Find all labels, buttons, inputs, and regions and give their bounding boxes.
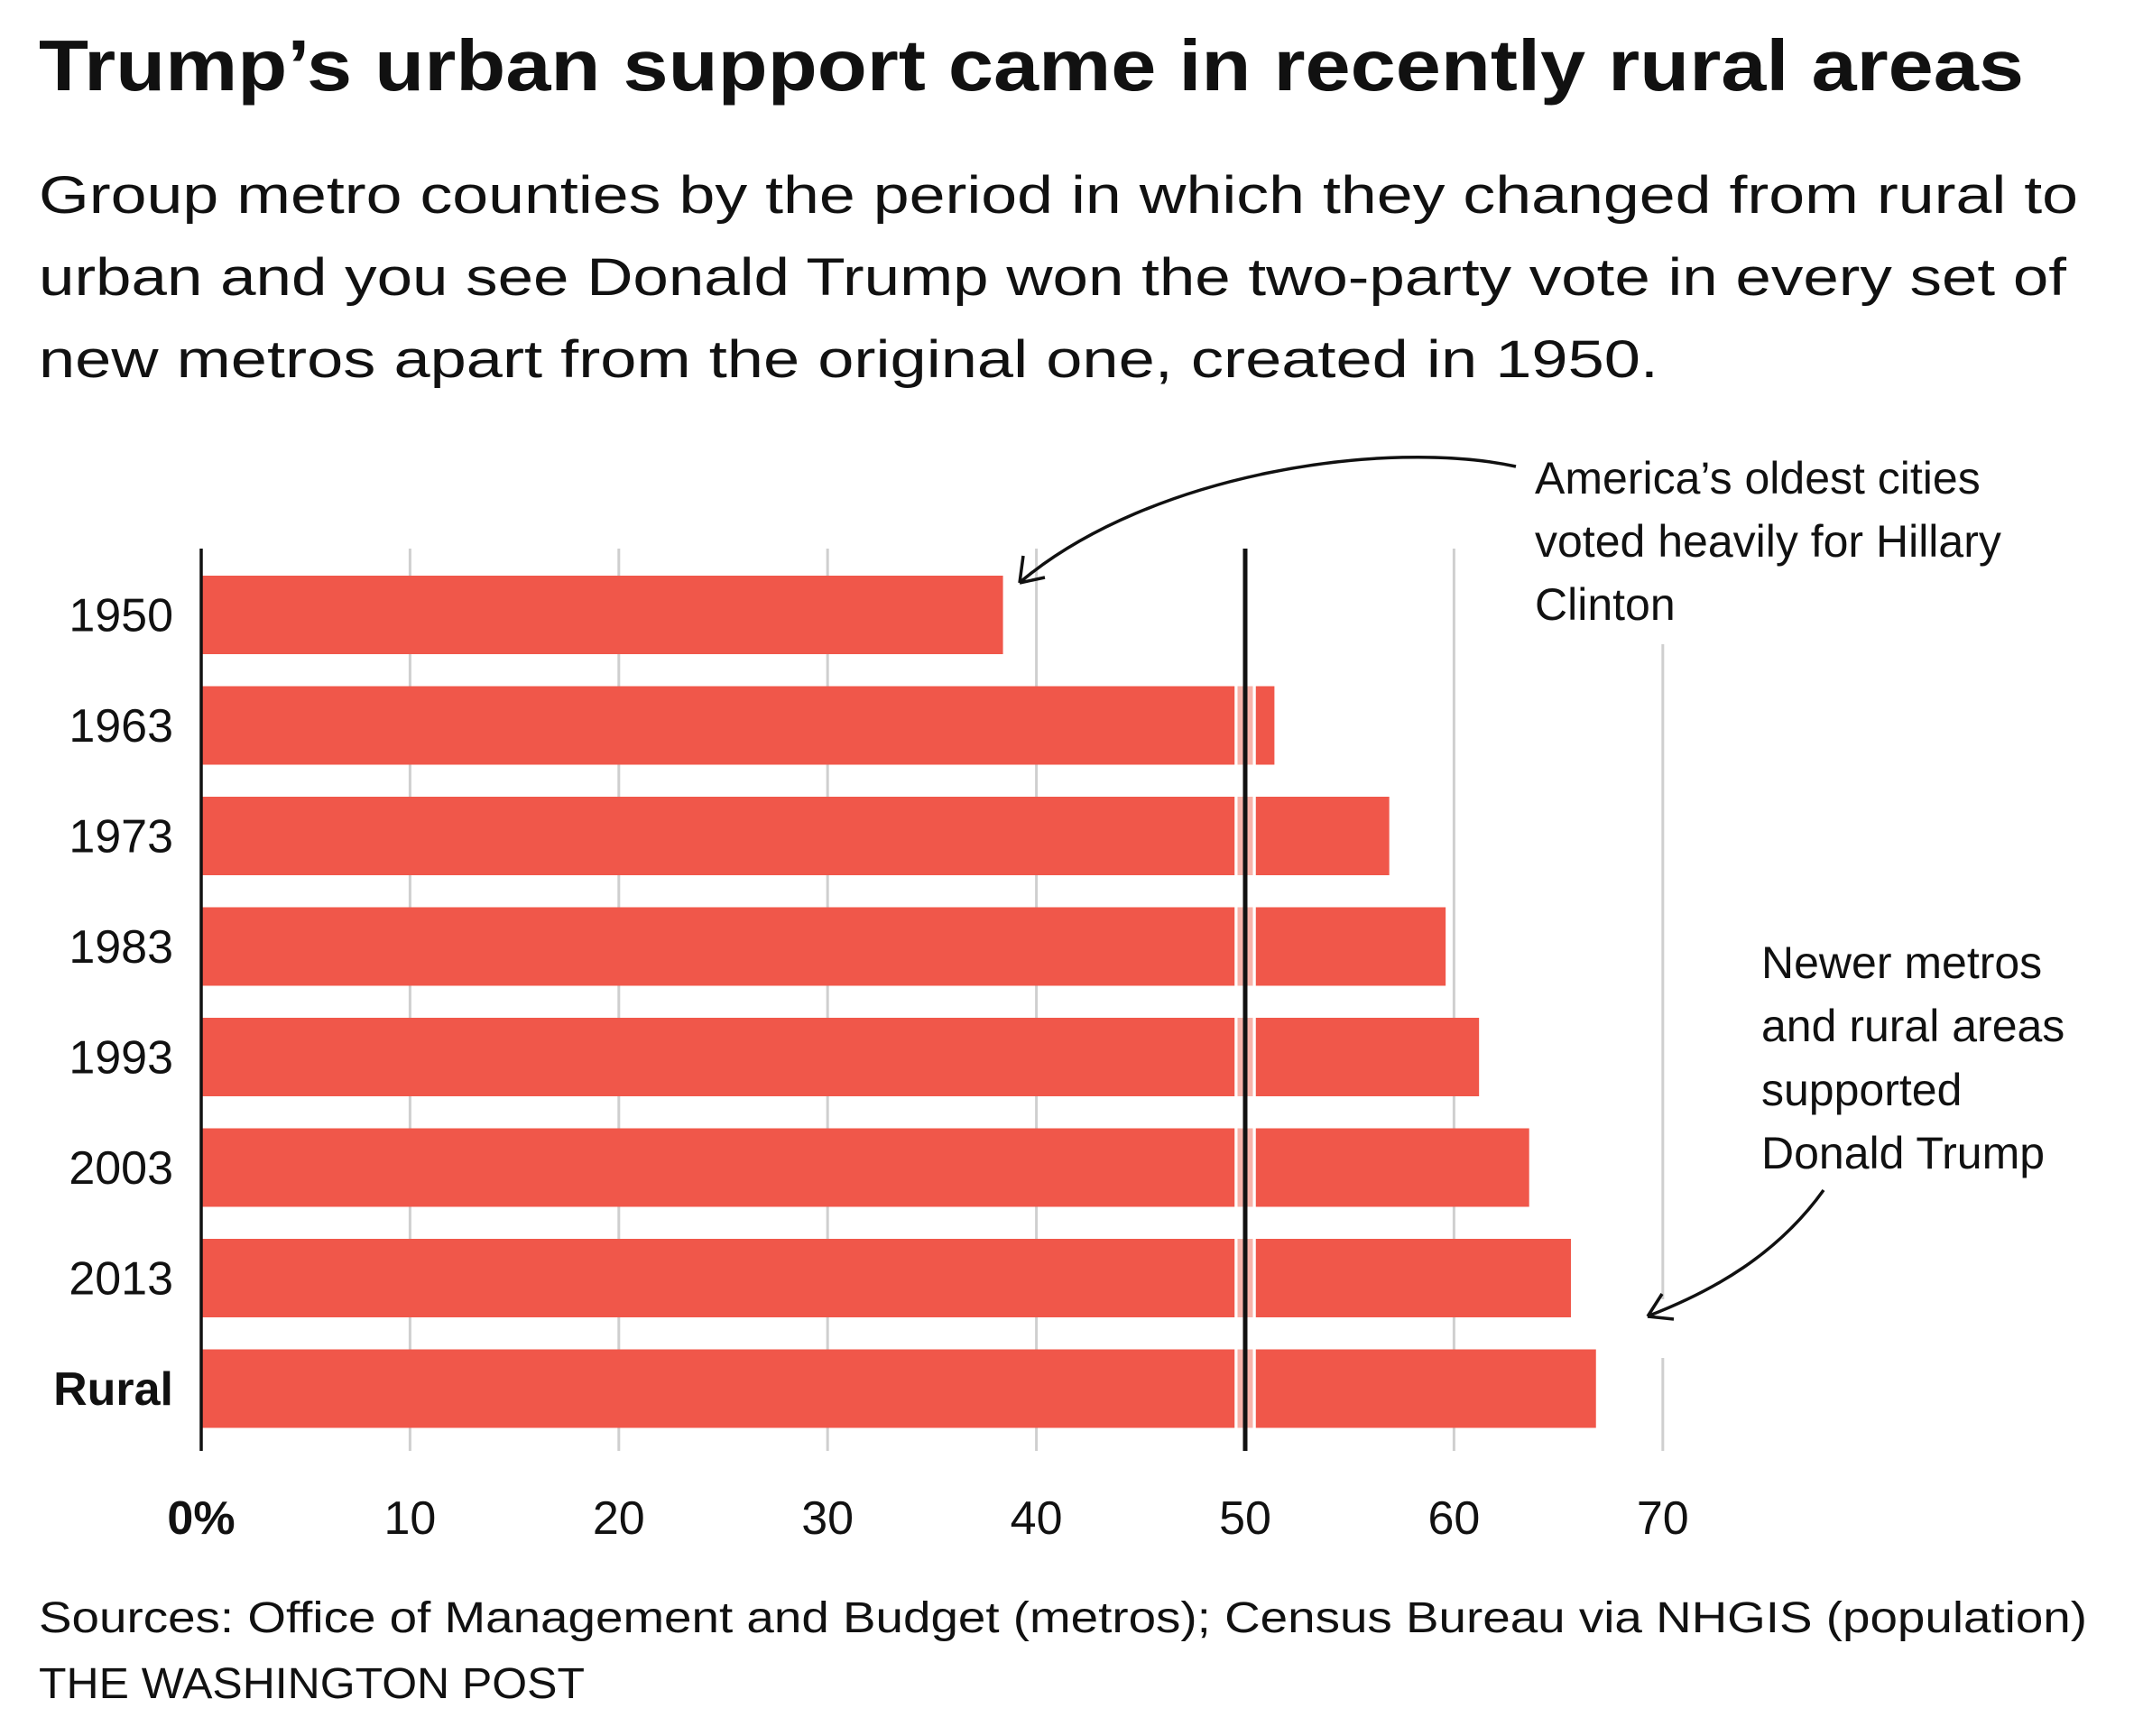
bars bbox=[201, 576, 1596, 1428]
subtitle-line: Group metro counties by the period in wh… bbox=[39, 166, 2078, 225]
category-label: 2013 bbox=[69, 1253, 173, 1306]
arrowhead-oldest-icon bbox=[1018, 555, 1046, 585]
x-tick-label: 50 bbox=[1219, 1492, 1271, 1545]
bar-1963 bbox=[201, 686, 1275, 765]
category-label: 1983 bbox=[69, 921, 173, 974]
category-label: 1963 bbox=[69, 700, 173, 753]
annotation-oldest-line: Clinton bbox=[1535, 579, 1676, 630]
bar-1983 bbox=[201, 907, 1446, 986]
bar-1973 bbox=[201, 797, 1390, 875]
bar-2003 bbox=[201, 1128, 1529, 1207]
x-tick-label: 0% bbox=[167, 1492, 235, 1545]
bar-2013 bbox=[201, 1239, 1571, 1317]
reference-line-group bbox=[199, 549, 1256, 1451]
x-tick-label: 40 bbox=[1011, 1492, 1063, 1545]
arrowhead-newer-icon bbox=[1646, 1293, 1675, 1321]
category-label: Rural bbox=[53, 1363, 173, 1416]
annotation-newer-line: supported bbox=[1761, 1065, 1962, 1115]
credit: THE WASHINGTON POST bbox=[39, 1660, 585, 1708]
category-label: 2003 bbox=[69, 1142, 173, 1195]
annotation-newer-line: Newer metros bbox=[1761, 937, 2042, 988]
bar-1950 bbox=[201, 576, 1003, 654]
annotation-newer-line: and rural areas bbox=[1761, 1001, 2064, 1051]
x-tick-label: 60 bbox=[1427, 1492, 1480, 1545]
arrow-oldest bbox=[1020, 456, 1517, 583]
bar-1993 bbox=[201, 1018, 1480, 1096]
category-label: 1993 bbox=[69, 1032, 173, 1085]
annotation-oldest-line: voted heavily for Hillary bbox=[1535, 516, 2001, 567]
x-tick-label: 30 bbox=[801, 1492, 854, 1545]
chart-title: Trump’s urban support came in recently r… bbox=[39, 25, 2024, 106]
bar-Rural bbox=[201, 1349, 1596, 1428]
subtitle-line: new metros apart from the original one, … bbox=[39, 330, 1658, 389]
x-tick-label: 10 bbox=[383, 1492, 436, 1545]
annotation-oldest-line: America’s oldest cities bbox=[1535, 453, 1981, 503]
x-tick-label: 70 bbox=[1637, 1492, 1689, 1545]
subtitle-line: urban and you see Donald Trump won the t… bbox=[39, 248, 2067, 307]
annotation-newer-line: Donald Trump bbox=[1761, 1128, 2045, 1178]
category-labels: 1950 1963 1973 1983 1993 2003 2013 Rural bbox=[53, 590, 173, 1417]
tick-labels: 0% 10 20 30 40 50 60 70 bbox=[167, 1492, 1688, 1545]
category-label: 1950 bbox=[69, 590, 173, 642]
category-label: 1973 bbox=[69, 811, 173, 863]
arrow-newer bbox=[1649, 1188, 1825, 1317]
x-tick-label: 20 bbox=[593, 1492, 645, 1545]
sources-note: Sources: Office of Management and Budget… bbox=[39, 1594, 2087, 1642]
